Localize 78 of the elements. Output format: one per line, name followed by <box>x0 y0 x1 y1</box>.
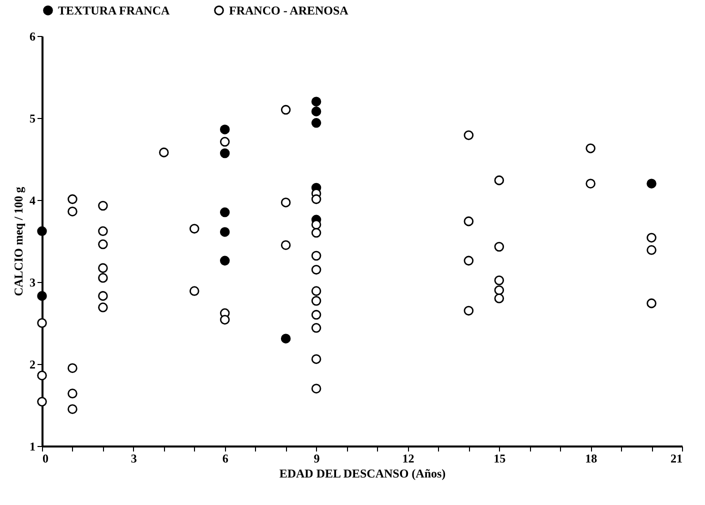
point <box>586 143 596 154</box>
x-tick-label: 15 <box>494 452 506 466</box>
point <box>98 226 108 236</box>
point <box>311 118 322 128</box>
point <box>68 194 78 204</box>
point <box>311 384 322 394</box>
point <box>68 388 78 398</box>
point <box>37 318 47 328</box>
x-tick-label: 0 <box>42 452 48 466</box>
x-tick-label: 21 <box>670 452 682 466</box>
point <box>220 148 230 158</box>
y-tick-label: 1 <box>30 440 36 454</box>
point <box>646 178 656 188</box>
point <box>646 298 656 308</box>
point <box>280 240 291 250</box>
point <box>464 306 474 316</box>
point <box>220 256 230 266</box>
point <box>494 175 504 186</box>
point <box>37 370 47 380</box>
point <box>68 404 78 414</box>
point <box>280 334 291 344</box>
y-tick-label: 4 <box>30 194 36 208</box>
x-tick-label: 18 <box>585 452 598 466</box>
point <box>586 178 596 188</box>
point <box>220 124 230 134</box>
point <box>98 263 108 273</box>
point <box>311 310 322 320</box>
point <box>220 207 230 218</box>
point <box>464 256 474 266</box>
point <box>311 194 322 204</box>
point <box>494 242 504 252</box>
x-tick-label: 6 <box>222 452 228 466</box>
y-tick-label: 6 <box>30 30 36 44</box>
point <box>190 224 200 234</box>
x-tick-label: 12 <box>402 452 414 466</box>
point <box>68 363 78 373</box>
point <box>464 130 474 140</box>
point <box>220 136 230 147</box>
point <box>37 291 47 301</box>
point <box>311 228 322 238</box>
point <box>311 354 322 364</box>
point <box>68 206 78 216</box>
point <box>37 396 47 407</box>
point <box>280 104 291 115</box>
point <box>311 323 322 333</box>
point <box>646 245 656 255</box>
y-tick-label: 2 <box>30 358 36 372</box>
point <box>98 302 108 312</box>
point <box>311 296 322 306</box>
point <box>494 285 504 296</box>
point <box>311 96 322 106</box>
point <box>159 148 169 158</box>
x-tick-label: 9 <box>314 452 320 466</box>
point <box>98 200 108 211</box>
point <box>311 250 322 261</box>
point <box>494 275 504 286</box>
point <box>311 264 322 275</box>
point <box>311 106 322 116</box>
y-axis-title: CALCIO meq / 100 g <box>12 186 26 296</box>
legend-label: TEXTURA FRANCA <box>58 3 170 18</box>
point <box>220 227 230 237</box>
point <box>646 232 656 243</box>
point <box>98 291 108 301</box>
point <box>280 198 291 208</box>
point <box>37 226 47 236</box>
point <box>494 294 504 304</box>
point <box>98 273 108 283</box>
point <box>98 239 108 250</box>
y-tick-label: 3 <box>30 276 36 290</box>
point <box>311 220 322 230</box>
legend-label: FRANCO - ARENOSA <box>229 3 349 18</box>
point <box>311 286 322 296</box>
point <box>464 216 474 226</box>
point <box>190 286 200 296</box>
x-axis-title: EDAD DEL DESCANSO (Años) <box>279 466 446 480</box>
x-tick-label: 3 <box>130 452 137 466</box>
point <box>220 314 230 325</box>
y-tick-label: 5 <box>30 112 36 126</box>
